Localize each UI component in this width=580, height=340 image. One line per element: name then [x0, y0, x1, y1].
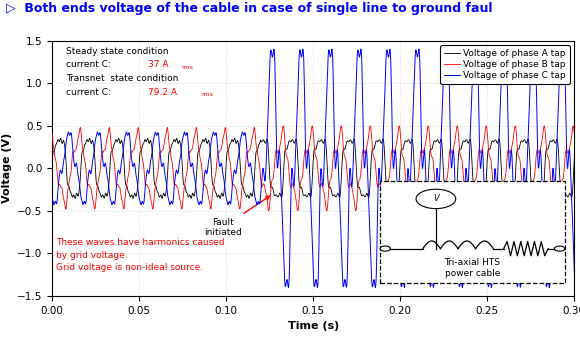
Text: current C:: current C:: [66, 61, 114, 69]
Y-axis label: Voltage (V): Voltage (V): [2, 133, 12, 203]
Line: Voltage of phase B tap: Voltage of phase B tap: [52, 126, 575, 211]
Text: ▷  Both ends voltage of the cable in case of single line to ground faul: ▷ Both ends voltage of the cable in case…: [6, 2, 492, 15]
Voltage of phase B tap: [394, 133, 401, 137]
Voltage of phase A tap: [172, 139, 179, 143]
Voltage of phase A tap: [394, 193, 401, 198]
Voltage of phase C tap: [571, 282, 578, 286]
Voltage of phase A tap: [100, 196, 107, 200]
Text: These waves have harmonics caused
by grid voltage.
Grid voltage is non-ideal sou: These waves have harmonics caused by gri…: [56, 238, 224, 272]
Circle shape: [554, 246, 565, 251]
Text: Steady state condition: Steady state condition: [66, 47, 169, 56]
Text: 79.2 A: 79.2 A: [148, 88, 177, 97]
Voltage of phase A tap: [49, 160, 56, 164]
Voltage of phase C tap: [49, 196, 56, 200]
Text: Tri-axial HTS
power cable: Tri-axial HTS power cable: [444, 258, 501, 278]
Text: Transnet  state condition: Transnet state condition: [66, 74, 179, 83]
Voltage of phase B tap: [472, 178, 479, 182]
Voltage of phase C tap: [472, 54, 479, 58]
Voltage of phase A tap: [142, 137, 148, 141]
X-axis label: Time (s): Time (s): [288, 321, 339, 331]
Voltage of phase B tap: [49, 132, 56, 136]
Voltage of phase B tap: [141, 174, 148, 178]
Voltage of phase C tap: [357, 47, 364, 51]
Text: V: V: [433, 194, 438, 203]
Voltage of phase C tap: [141, 195, 148, 200]
Voltage of phase C tap: [314, 286, 321, 290]
Voltage of phase B tap: [171, 183, 178, 187]
Legend: Voltage of phase A tap, Voltage of phase B tap, Voltage of phase C tap: Voltage of phase A tap, Voltage of phase…: [440, 45, 570, 84]
Voltage of phase A tap: [380, 141, 387, 145]
Text: rms: rms: [181, 65, 193, 70]
Voltage of phase A tap: [128, 193, 135, 197]
Voltage of phase B tap: [323, 209, 330, 213]
Voltage of phase C tap: [394, 209, 401, 214]
Text: rms: rms: [202, 92, 213, 97]
Voltage of phase C tap: [128, 149, 135, 153]
Bar: [380, 181, 566, 283]
Line: Voltage of phase C tap: Voltage of phase C tap: [52, 49, 575, 288]
Text: Fault
initiated: Fault initiated: [204, 196, 270, 237]
Voltage of phase A tap: [571, 150, 578, 154]
Circle shape: [416, 189, 456, 208]
Circle shape: [380, 246, 390, 251]
Voltage of phase B tap: [128, 150, 135, 154]
Text: 37 A: 37 A: [148, 61, 168, 69]
Voltage of phase B tap: [571, 139, 578, 143]
Voltage of phase B tap: [380, 202, 387, 206]
Voltage of phase A tap: [472, 186, 479, 190]
Voltage of phase A tap: [57, 136, 64, 140]
Voltage of phase C tap: [171, 180, 178, 184]
Text: current C:: current C:: [66, 88, 114, 97]
Line: Voltage of phase A tap: Voltage of phase A tap: [52, 138, 575, 198]
Voltage of phase C tap: [380, 118, 387, 122]
Voltage of phase B tap: [541, 124, 548, 128]
